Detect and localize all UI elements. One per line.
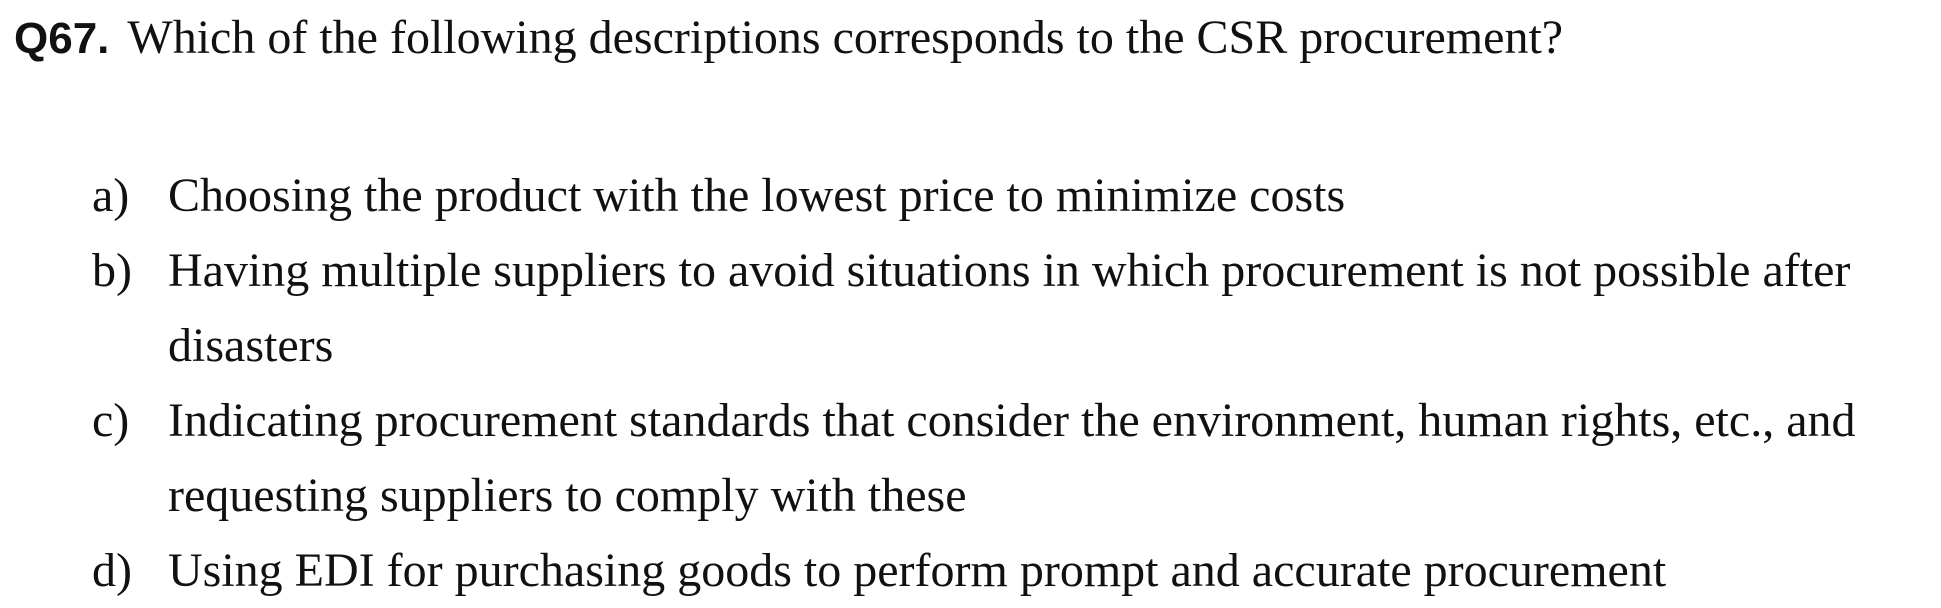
answer-options: a) Choosing the product with the lowest … — [92, 158, 1932, 608]
option-text: Having multiple suppliers to avoid situa… — [168, 244, 1851, 372]
option-text: Indicating procurement standards that co… — [168, 394, 1856, 522]
option-b: b) Having multiple suppliers to avoid si… — [92, 233, 1932, 383]
option-letter: c) — [92, 394, 130, 447]
question: Q67. Which of the following descriptions … — [14, 8, 1924, 69]
option-letter: d) — [92, 544, 132, 597]
option-a: a) Choosing the product with the lowest … — [92, 158, 1932, 233]
option-letter: b) — [92, 244, 132, 297]
option-text: Choosing the product with the lowest pri… — [168, 169, 1346, 222]
option-letter: a) — [92, 169, 130, 222]
question-text: Which of the following descriptions corr… — [127, 11, 1564, 64]
option-d: d) Using EDI for purchasing goods to per… — [92, 533, 1932, 608]
option-text: Using EDI for purchasing goods to perfor… — [168, 544, 1667, 597]
option-c: c) Indicating procurement standards that… — [92, 383, 1932, 533]
question-number: Q67. — [14, 14, 110, 63]
